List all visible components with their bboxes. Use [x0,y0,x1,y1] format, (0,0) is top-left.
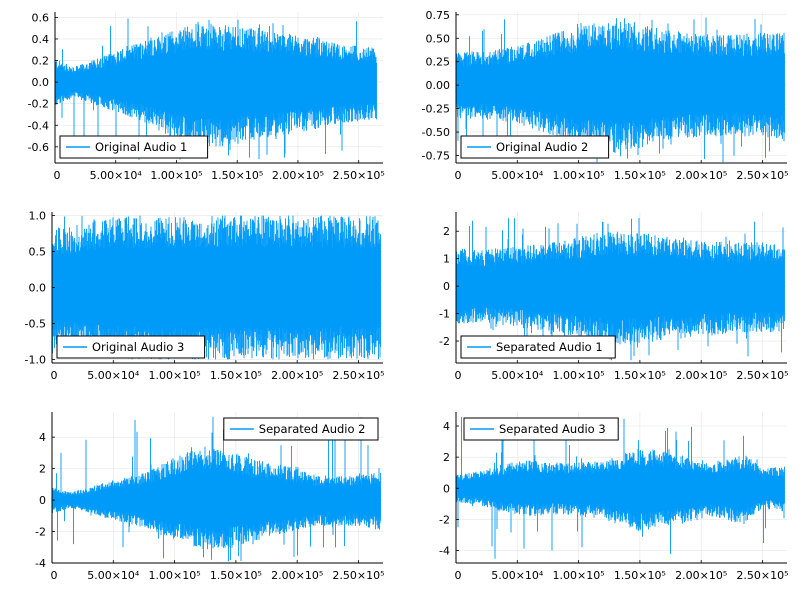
x-tick-label: 2.00×10⁵ [272,169,324,182]
x-tick-label: 0 [455,169,462,182]
x-tick-label: 1.00×10⁵ [553,569,605,582]
y-tick-label: 0.6 [32,11,50,24]
legend-box [56,335,206,359]
y-tick-label: 1 [443,253,450,266]
x-tick-label: 2.50×10⁵ [332,369,384,382]
y-tick-label: 0.5 [29,246,47,259]
y-tick-label: 0.00 [426,79,451,92]
subplot-6: 0 5.00×10⁴ 1.00×10⁵ 1.50×10⁵ 2.00×10⁵ 2.50×10… [439,412,789,582]
x-tick-label: 0 [54,169,61,182]
y-tick-label: 0.0 [32,76,50,89]
x-tick-label: 0 [51,569,58,582]
subplot-1: 0 5.00×10⁴ 1.00×10⁵ 1.50×10⁵ 2.00×10⁵ 2.50×10… [28,11,385,182]
x-tick-label: 5.00×10⁴ [87,569,140,582]
x-tick-label: 2.50×10⁵ [736,369,788,382]
legend-box [460,135,610,159]
y-tick-label: 1.0 [29,210,47,223]
legend-label: Separated Audio 2 [259,422,366,436]
x-tick-label: 0 [455,369,462,382]
y-tick-label: -0.5 [25,317,46,330]
y-tick-label: 0.25 [426,56,451,69]
y-tick-label: 2 [443,225,450,238]
x-tick-label: 1.50×10⁵ [210,569,262,582]
y-tick-label: -2 [35,526,46,539]
y-tick-label: -1 [439,308,450,321]
x-tick-label: 1.00×10⁵ [553,169,605,182]
legend-label: Separated Audio 1 [496,340,603,354]
x-tick-label: 0 [51,369,58,382]
y-tick-label: 4 [39,431,46,444]
y-tick-label: 0.50 [426,32,451,45]
x-tick-label: 2.50×10⁵ [333,169,385,182]
x-tick-label: 1.50×10⁵ [614,169,666,182]
y-tick-label: -1.0 [25,353,46,366]
x-tick-label: 5.00×10⁴ [87,369,140,382]
x-tick-label: 5.00×10⁴ [491,569,544,582]
legend: Original Audio 1 [59,135,209,159]
legend-label: Original Audio 3 [92,340,184,354]
y-tick-label: 0.0 [29,282,47,295]
x-tick-label: 1.50×10⁵ [614,369,666,382]
x-tick-label: 1.50×10⁵ [210,369,262,382]
subplot-3: 0 5.00×10⁴ 1.00×10⁵ 1.50×10⁵ 2.00×10⁵ 2.50×10… [25,210,385,382]
x-tick-label: 1.00×10⁵ [553,369,605,382]
x-tick-label: 2.50×10⁵ [736,569,788,582]
legend-label: Original Audio 1 [95,140,187,154]
legend-label: Separated Audio 3 [499,422,606,436]
y-tick-label: 0 [39,494,46,507]
x-tick-label: 2.00×10⁵ [675,569,727,582]
y-tick-label: -0.25 [422,103,450,116]
y-tick-label: -0.6 [28,141,49,154]
x-tick-label: 1.00×10⁵ [149,569,201,582]
y-tick-label: -4 [439,545,450,558]
subplot-5: 0 5.00×10⁴ 1.00×10⁵ 1.50×10⁵ 2.00×10⁵ 2.50×10… [35,412,385,582]
y-tick-label: -0.2 [28,98,49,111]
legend: Separated Audio 2 [223,417,379,441]
subplot-4: 0 5.00×10⁴ 1.00×10⁵ 1.50×10⁵ 2.00×10⁵ 2.50×10… [439,212,789,382]
y-tick-label: -2 [439,335,450,348]
legend: Separated Audio 3 [463,417,619,441]
y-tick-label: -4 [35,557,46,570]
x-tick-label: 0 [455,569,462,582]
x-tick-label: 2.00×10⁵ [675,169,727,182]
legend: Separated Audio 1 [460,335,616,359]
y-tick-label: 0 [443,482,450,495]
x-tick-label: 5.00×10⁴ [491,369,544,382]
x-tick-label: 2.00×10⁵ [675,369,727,382]
subplot-2: 0 5.00×10⁴ 1.00×10⁵ 1.50×10⁵ 2.00×10⁵ 2.50×10… [422,9,789,182]
x-tick-label: 2.50×10⁵ [332,569,384,582]
x-tick-label: 1.50×10⁵ [614,569,666,582]
y-tick-label: 2 [443,451,450,464]
x-tick-label: 2.50×10⁵ [736,169,788,182]
y-tick-label: 0.4 [32,33,50,46]
x-tick-label: 1.50×10⁵ [211,169,263,182]
y-tick-label: -0.75 [422,149,450,162]
legend-label: Original Audio 2 [496,140,588,154]
y-tick-label: -0.4 [28,119,49,132]
x-tick-label: 2.00×10⁵ [271,569,323,582]
x-tick-label: 5.00×10⁴ [90,169,143,182]
y-tick-label: 2 [39,463,46,476]
y-tick-label: 4 [443,420,450,433]
legend-box [223,417,379,441]
y-tick-label: 0.2 [32,55,50,68]
x-tick-label: 5.00×10⁴ [491,169,544,182]
y-tick-label: -0.50 [422,126,450,139]
y-tick-label: -2 [439,513,450,526]
x-tick-label: 1.00×10⁵ [149,369,201,382]
legend: Original Audio 2 [460,135,610,159]
legend-box [463,417,619,441]
legend-box [59,135,209,159]
x-tick-label: 1.00×10⁵ [150,169,202,182]
legend-box [460,335,616,359]
y-tick-label: 0 [443,280,450,293]
y-tick-label: 0.75 [426,9,451,22]
x-tick-label: 2.00×10⁵ [271,369,323,382]
legend: Original Audio 3 [56,335,206,359]
